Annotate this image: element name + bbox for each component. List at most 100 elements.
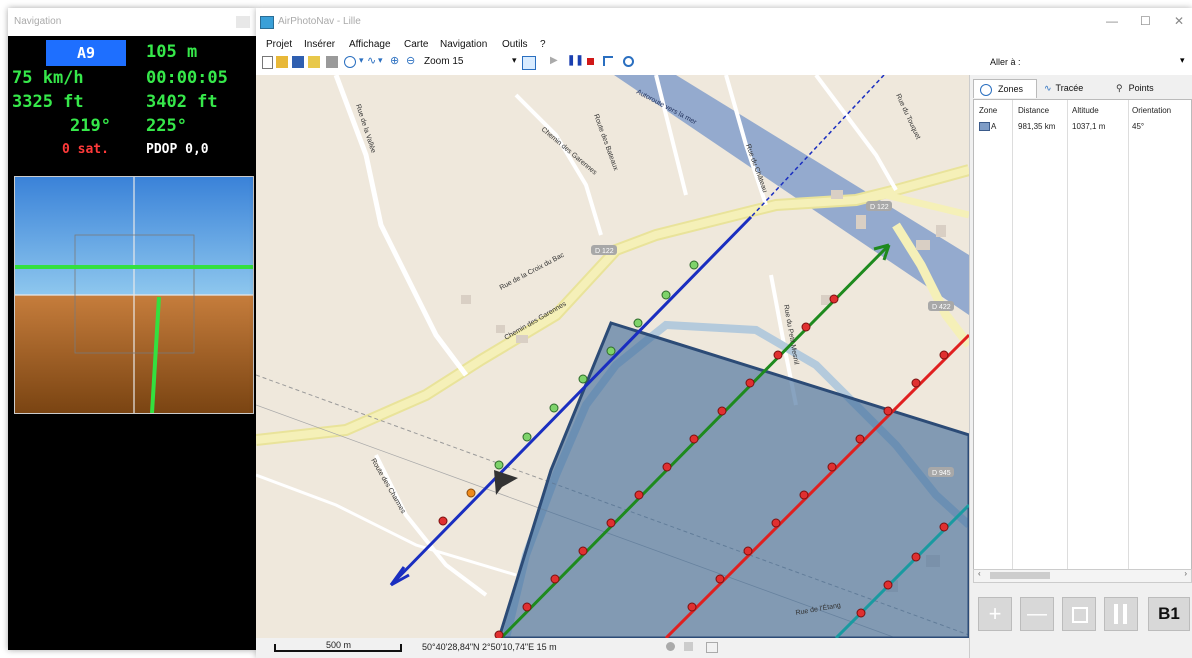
- minor-road-2: [514, 93, 603, 236]
- draw-polygon-icon[interactable]: [344, 56, 356, 68]
- close-button[interactable]: ✕: [1174, 14, 1185, 28]
- goto-input[interactable]: [1008, 55, 1184, 71]
- tab-trace[interactable]: ∿ Tracée: [1044, 79, 1083, 97]
- column-header-distance: Distance: [1018, 106, 1050, 115]
- scroll-left-icon[interactable]: ‹: [978, 569, 981, 578]
- play-icon[interactable]: ▶: [550, 55, 558, 66]
- b1-button[interactable]: B1: [1148, 597, 1190, 631]
- goto-dropdown-icon[interactable]: ▾: [1180, 55, 1185, 65]
- scale-bar-right-tick: [400, 644, 402, 652]
- road-badge: D 122: [870, 204, 889, 211]
- remove-zone-button[interactable]: —: [1020, 597, 1054, 631]
- layer-icon[interactable]: [522, 56, 536, 70]
- goto-label: Aller à :: [990, 57, 1021, 67]
- column-divider: [1128, 100, 1129, 570]
- menu-projet[interactable]: Projet: [266, 39, 293, 50]
- zoom-in-icon[interactable]: ⊕: [390, 55, 400, 67]
- print-icon[interactable]: [326, 56, 338, 68]
- navigation-close-button[interactable]: [236, 16, 250, 28]
- track-line: [150, 296, 161, 413]
- minimize-button[interactable]: —: [1106, 14, 1118, 28]
- pause-button[interactable]: [1104, 597, 1138, 631]
- minor-road-4: [724, 75, 768, 206]
- new-file-icon[interactable]: [262, 56, 273, 69]
- row-distance: 981,35 km: [1018, 122, 1056, 131]
- minor-road-5: [814, 75, 898, 191]
- road-northeast: [855, 191, 969, 219]
- attitude-overlay: [15, 177, 253, 413]
- waypoint-badge: A9: [46, 40, 126, 66]
- zone-color-swatch: [979, 122, 990, 131]
- menu-outils[interactable]: Outils: [502, 39, 528, 50]
- center-box: [74, 234, 195, 354]
- photo-markers-line-2: [494, 294, 839, 638]
- tab-points-label: Points: [1128, 83, 1154, 93]
- maximize-button[interactable]: ☐: [1140, 14, 1151, 28]
- minor-road-7: [374, 454, 488, 597]
- stop-icon[interactable]: [587, 58, 594, 65]
- survey-zone-a[interactable]: [497, 321, 969, 638]
- menu-inserer[interactable]: Insérer: [304, 39, 336, 50]
- photo-markers-line-4: [856, 522, 949, 618]
- window-title: AirPhotoNav - Lille: [278, 16, 361, 27]
- distance-readout: 105 m: [146, 42, 198, 62]
- flight-line-2-arrow: [873, 243, 891, 261]
- link-status-icon: [684, 642, 693, 651]
- add-zone-button[interactable]: +: [978, 597, 1012, 631]
- road-badge: D 422: [932, 304, 951, 311]
- frame-zone-button[interactable]: [1062, 597, 1096, 631]
- photo-markers-line-1: [438, 260, 699, 526]
- menu-bar: Projet Insérer Affichage Carte Navigatio…: [256, 36, 1192, 53]
- export-icon[interactable]: [308, 56, 320, 68]
- gps-icon[interactable]: [623, 56, 634, 67]
- map-canvas[interactable]: Autoroute vers la mer Rue du Touquet Rue…: [256, 75, 969, 638]
- pdop-readout: PDOP 0,0: [146, 142, 209, 157]
- menu-help[interactable]: ?: [540, 39, 546, 50]
- status-bar: 500 m 50°40'28,84"N 2°50'10,74"E 15 m: [256, 638, 969, 658]
- target-heading-readout: 225°: [146, 116, 187, 136]
- navigation-title: Navigation: [14, 16, 62, 27]
- scroll-thumb[interactable]: [990, 572, 1050, 579]
- cursor-coordinates: 50°40'28,84"N 2°50'10,74"E 15 m: [422, 642, 557, 652]
- horizontal-scrollbar[interactable]: ‹ ›: [973, 569, 1192, 583]
- row-orientation: 45°: [1132, 122, 1145, 131]
- column-divider: [1012, 100, 1013, 570]
- target-altitude-readout: 3402 ft: [146, 92, 218, 112]
- draw-line-icon[interactable]: ∿: [367, 55, 377, 67]
- tab-zones-label: Zones: [998, 84, 1024, 94]
- row-altitude: 1037,1 m: [1072, 122, 1106, 131]
- zoom-level-select[interactable]: Zoom 15: [424, 56, 464, 67]
- scroll-right-icon[interactable]: ›: [1184, 569, 1187, 578]
- zoom-out-icon[interactable]: ⊖: [406, 55, 416, 67]
- save-icon[interactable]: [292, 56, 304, 68]
- navigation-title-bar: Navigation: [8, 8, 256, 36]
- scale-bar: [274, 650, 402, 652]
- pause-icon[interactable]: ❚❚: [567, 55, 584, 66]
- column-header-orientation: Orientation: [1132, 106, 1172, 115]
- navigation-window: Navigation A9 105 m 75 km/h 00:00:05 332…: [8, 8, 256, 650]
- toolbar: ▾ ∿ ▾ ⊕ ⊖ Zoom 15 ▾ ▶ ❚❚: [256, 53, 1192, 73]
- road-d422: [892, 222, 969, 348]
- zoom-dropdown-icon[interactable]: ▾: [512, 55, 517, 65]
- tab-zones[interactable]: Zones: [973, 79, 1037, 98]
- zones-table: Zone Distance Altitude Orientation A 981…: [973, 99, 1192, 571]
- road-badges: D 122 D 122 D 422 D 945: [591, 201, 954, 477]
- menu-affichage[interactable]: Affichage: [349, 39, 391, 50]
- frame-icon[interactable]: [603, 56, 613, 66]
- menu-carte[interactable]: Carte: [404, 39, 429, 50]
- side-tabs: Zones ∿ Tracée ⚲ Points: [970, 75, 1192, 99]
- menu-navigation[interactable]: Navigation: [440, 39, 488, 50]
- minor-road-8: [256, 473, 517, 577]
- speed-readout: 75 km/h: [12, 68, 84, 88]
- line-dropdown-icon[interactable]: ▾: [378, 55, 383, 65]
- open-folder-icon[interactable]: [276, 56, 288, 68]
- map-view[interactable]: Autoroute vers la mer Rue du Touquet Rue…: [256, 75, 969, 638]
- polygon-dropdown-icon[interactable]: ▾: [359, 55, 364, 65]
- row-zone: A: [991, 122, 997, 131]
- minor-road-3: [654, 75, 688, 196]
- camera-status-icon: [706, 642, 718, 653]
- pause-icon-right: [1123, 604, 1127, 624]
- title-bar: AirPhotoNav - Lille — ☐ ✕: [256, 8, 1192, 36]
- tab-points[interactable]: ⚲ Points: [1116, 79, 1154, 97]
- side-panel: Zones ∿ Tracée ⚲ Points Zone Distance Alti…: [969, 75, 1192, 658]
